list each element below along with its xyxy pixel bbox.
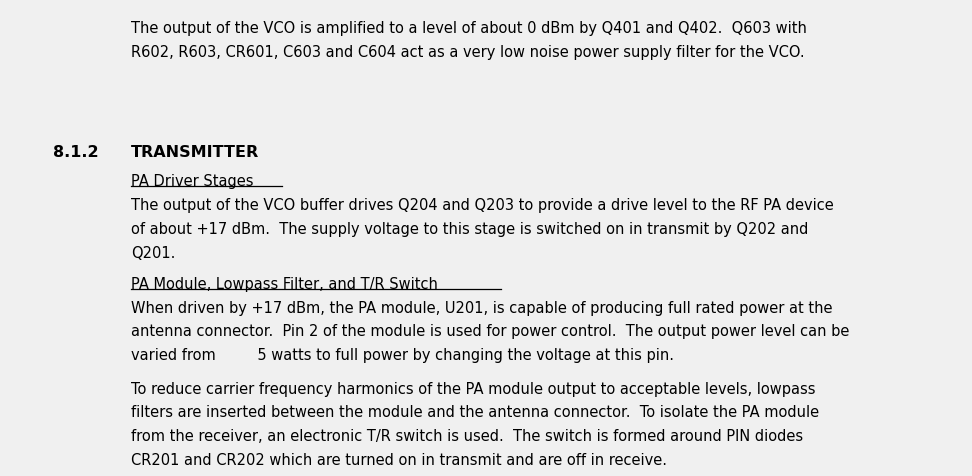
Text: of about +17 dBm.  The supply voltage to this stage is switched on in transmit b: of about +17 dBm. The supply voltage to …	[131, 221, 809, 236]
Text: The output of the VCO buffer drives Q204 and Q203 to provide a drive level to th: The output of the VCO buffer drives Q204…	[131, 198, 834, 212]
Text: varied from         5 watts to full power by changing the voltage at this pin.: varied from 5 watts to full power by cha…	[131, 347, 675, 362]
Text: R602, R603, CR601, C603 and C604 act as a very low noise power supply filter for: R602, R603, CR601, C603 and C604 act as …	[131, 45, 805, 60]
Text: antenna connector.  Pin 2 of the module is used for power control.  The output p: antenna connector. Pin 2 of the module i…	[131, 324, 850, 338]
Text: TRANSMITTER: TRANSMITTER	[131, 145, 260, 160]
Text: To reduce carrier frequency harmonics of the PA module output to acceptable leve: To reduce carrier frequency harmonics of…	[131, 381, 816, 396]
Text: filters are inserted between the module and the antenna connector.  To isolate t: filters are inserted between the module …	[131, 405, 819, 419]
Text: Q201.: Q201.	[131, 245, 176, 260]
Text: PA Driver Stages: PA Driver Stages	[131, 174, 254, 188]
Text: PA Module, Lowpass Filter, and T/R Switch: PA Module, Lowpass Filter, and T/R Switc…	[131, 276, 438, 291]
Text: from the receiver, an electronic T/R switch is used.  The switch is formed aroun: from the receiver, an electronic T/R swi…	[131, 428, 803, 443]
Text: 8.1.2: 8.1.2	[53, 145, 99, 160]
Text: The output of the VCO is amplified to a level of about 0 dBm by Q401 and Q402.  : The output of the VCO is amplified to a …	[131, 21, 807, 36]
Text: When driven by +17 dBm, the PA module, U201, is capable of producing full rated : When driven by +17 dBm, the PA module, U…	[131, 300, 833, 315]
Text: CR201 and CR202 which are turned on in transmit and are off in receive.: CR201 and CR202 which are turned on in t…	[131, 452, 667, 467]
